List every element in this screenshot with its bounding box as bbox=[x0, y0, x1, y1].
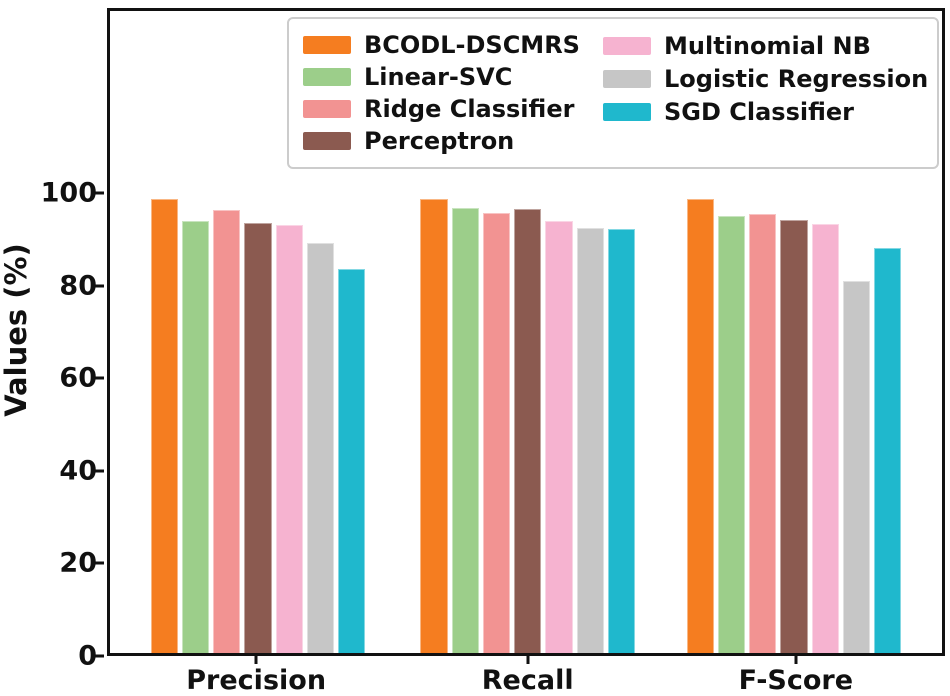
legend-item: SGD Classifier bbox=[603, 95, 923, 128]
legend-swatch-icon bbox=[603, 36, 651, 55]
legend-item: Perceptron bbox=[303, 125, 587, 157]
bar-linear-svc bbox=[451, 208, 479, 653]
y-axis-label: Values (%) bbox=[0, 243, 33, 417]
legend-item: BCODL-DSCMRS bbox=[303, 29, 587, 61]
y-tick-mark bbox=[94, 469, 104, 473]
bar-sgd-classifier bbox=[873, 247, 902, 653]
bar-group-f-score bbox=[686, 11, 902, 653]
bar-logistic-regression bbox=[306, 242, 335, 653]
bar-linear-svc bbox=[717, 215, 746, 653]
bar-ridge-classifier bbox=[213, 210, 241, 653]
legend-swatch-icon bbox=[303, 68, 351, 86]
legend-label: Ridge Classifier bbox=[364, 95, 575, 123]
bar-multinomial-nb bbox=[545, 220, 573, 653]
bar-bcodl-dscmrs bbox=[420, 199, 448, 653]
legend-swatch-icon bbox=[303, 100, 351, 118]
bar-group-recall bbox=[420, 11, 635, 653]
legend-swatch-icon bbox=[603, 102, 651, 121]
bar-sgd-classifier bbox=[607, 228, 635, 653]
x-tick-label: Precision bbox=[186, 665, 327, 696]
y-tick-mark bbox=[94, 284, 104, 288]
legend-label: Perceptron bbox=[364, 127, 515, 155]
legend-label: Multinomial NB bbox=[664, 31, 871, 60]
y-tick-label: 40 bbox=[59, 455, 97, 487]
legend-label: BCODL-DSCMRS bbox=[364, 31, 580, 59]
bar-linear-svc bbox=[182, 221, 210, 653]
bar-ridge-classifier bbox=[482, 212, 511, 653]
legend-item: Ridge Classifier bbox=[303, 93, 587, 125]
legend-label: Logistic Regression bbox=[664, 64, 929, 93]
legend-column-1: BCODL-DSCMRS Linear-SVC Ridge Classifier Pe… bbox=[303, 29, 587, 157]
legend-item: Linear-SVC bbox=[303, 61, 587, 93]
legend-swatch-icon bbox=[603, 69, 651, 88]
y-tick-mark bbox=[94, 376, 104, 380]
bar-perceptron bbox=[244, 222, 272, 653]
legend-swatch-icon bbox=[303, 36, 351, 54]
legend-item: Logistic Regression bbox=[603, 62, 928, 95]
legend-label: Linear-SVC bbox=[364, 63, 513, 91]
y-tick-label: 0 bbox=[78, 640, 97, 672]
bar-perceptron bbox=[514, 209, 542, 653]
bar-multinomial-nb bbox=[275, 225, 303, 653]
legend-swatch-icon bbox=[303, 132, 351, 150]
x-tick-label: F-Score bbox=[738, 665, 854, 696]
y-tick-mark bbox=[94, 561, 104, 565]
legend-item: Multinomial NB bbox=[603, 29, 923, 62]
y-tick-label: 100 bbox=[40, 177, 97, 209]
bar-logistic-regression bbox=[576, 227, 604, 653]
y-tick-label: 60 bbox=[59, 362, 97, 394]
plot-area: BCODL-DSCMRS Linear-SVC Ridge Classifier Pe… bbox=[107, 8, 945, 656]
x-tick-mark bbox=[526, 656, 530, 664]
bar-multinomial-nb bbox=[811, 224, 839, 653]
bar-group-precision bbox=[150, 11, 366, 653]
bar-ridge-classifier bbox=[749, 214, 777, 653]
legend-label: SGD Classifier bbox=[664, 97, 854, 126]
bar-sgd-classifier bbox=[338, 268, 366, 653]
bar-logistic-regression bbox=[842, 280, 870, 653]
legend: BCODL-DSCMRS Linear-SVC Ridge Classifier Pe… bbox=[287, 17, 939, 169]
x-tick-mark bbox=[254, 656, 258, 664]
bar-perceptron bbox=[780, 220, 808, 653]
x-tick-label: Recall bbox=[481, 665, 574, 696]
bar-bcodl-dscmrs bbox=[150, 199, 178, 653]
x-tick-mark bbox=[794, 656, 798, 664]
bar-bcodl-dscmrs bbox=[686, 199, 714, 653]
y-tick-label: 20 bbox=[59, 547, 97, 579]
legend-column-2: Multinomial NB Logistic Regression SGD Cla… bbox=[603, 29, 928, 157]
y-tick-mark bbox=[94, 654, 104, 658]
y-tick-label: 80 bbox=[59, 270, 97, 302]
y-tick-mark bbox=[94, 191, 104, 195]
x-axis-labels: Precision Recall F-Score bbox=[107, 656, 945, 696]
